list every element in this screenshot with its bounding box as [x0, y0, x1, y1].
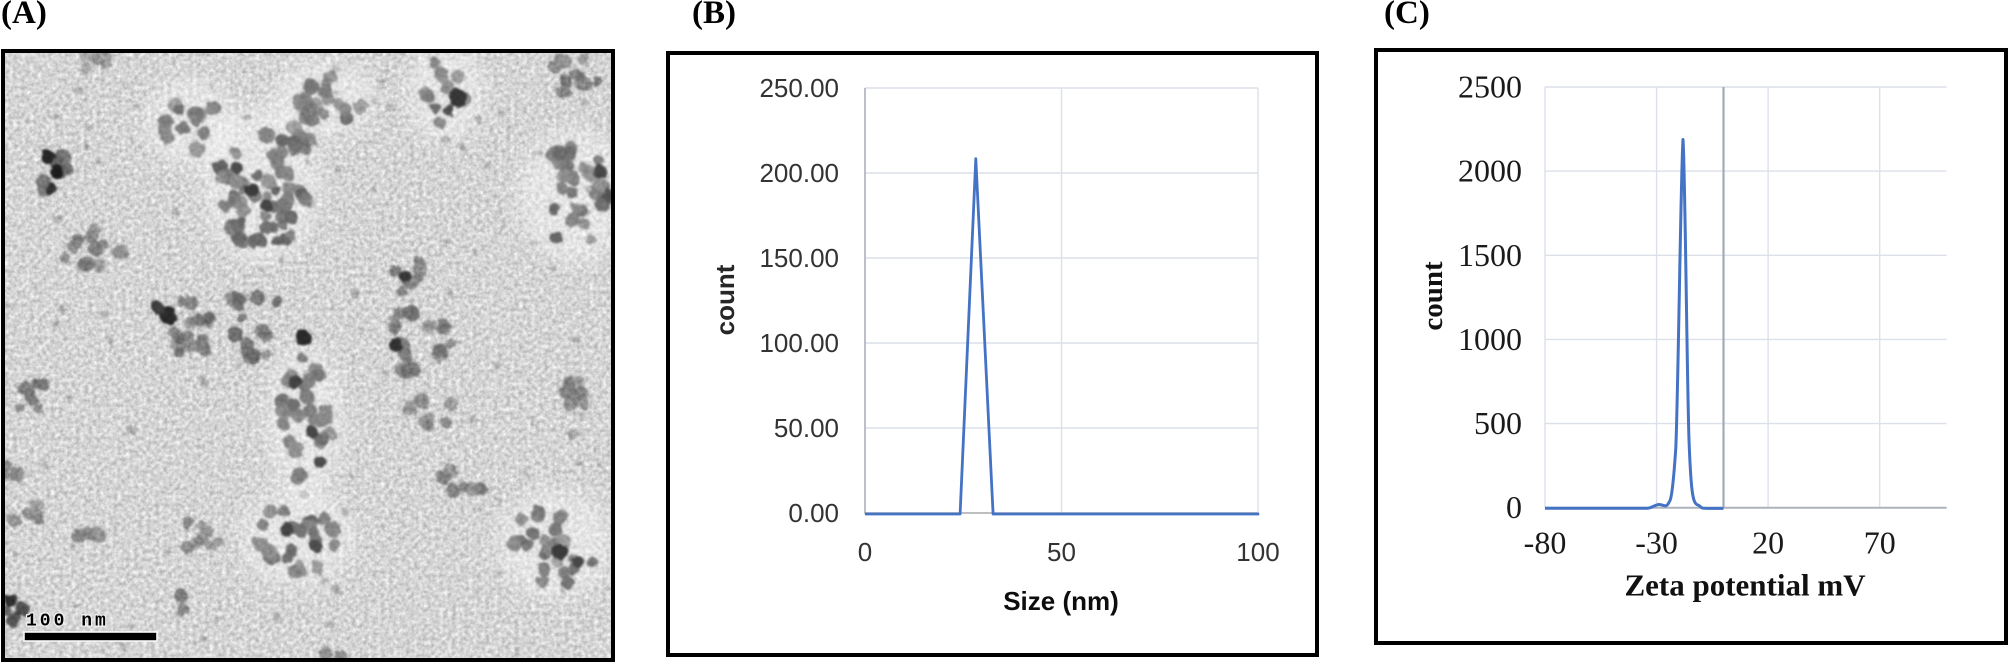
svg-text:50: 50	[1047, 537, 1076, 567]
svg-text:2500: 2500	[1458, 69, 1522, 105]
svg-text:200.00: 200.00	[759, 158, 839, 188]
svg-text:Size (nm): Size (nm)	[1003, 586, 1119, 616]
svg-text:count: count	[710, 264, 740, 335]
svg-text:0: 0	[858, 537, 872, 567]
svg-text:2000: 2000	[1458, 153, 1522, 189]
svg-text:100 nm: 100 nm	[26, 612, 109, 632]
svg-text:150.00: 150.00	[759, 243, 839, 273]
svg-text:-80: -80	[1524, 525, 1567, 561]
svg-text:250.00: 250.00	[759, 73, 839, 103]
svg-text:-30: -30	[1635, 525, 1678, 561]
svg-text:500: 500	[1474, 405, 1522, 441]
svg-text:Zeta potential mV: Zeta potential mV	[1624, 568, 1866, 603]
svg-text:20: 20	[1752, 525, 1784, 561]
svg-text:0: 0	[1506, 489, 1522, 525]
svg-text:1500: 1500	[1458, 237, 1522, 273]
svg-text:100: 100	[1236, 537, 1279, 567]
svg-text:1000: 1000	[1458, 321, 1522, 357]
svg-text:0.00: 0.00	[788, 498, 839, 528]
svg-text:50.00: 50.00	[774, 413, 839, 443]
svg-text:count: count	[1417, 261, 1449, 331]
svg-text:70: 70	[1864, 525, 1896, 561]
svg-text:100.00: 100.00	[759, 328, 839, 358]
